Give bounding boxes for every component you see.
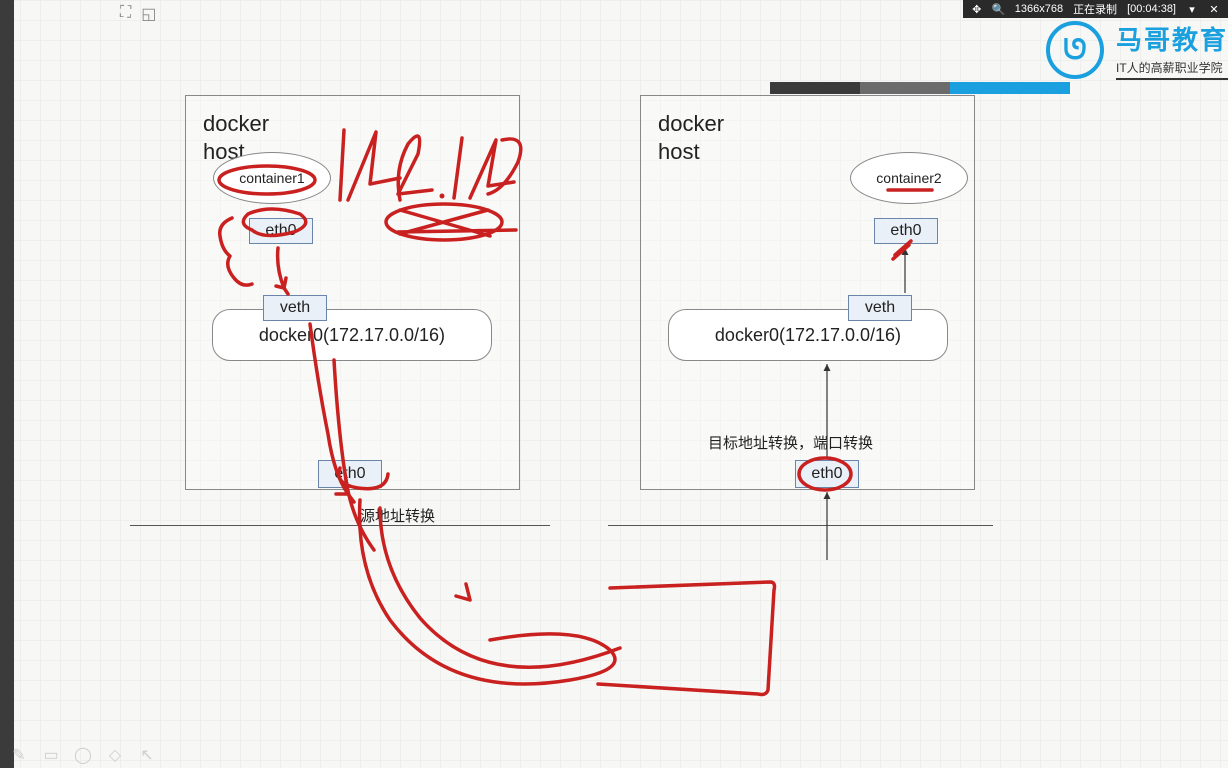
ground-line-right bbox=[608, 525, 993, 526]
host1-container-oval: container1 bbox=[213, 152, 331, 204]
diagram-canvas: docker host container1 eth0 docker0(172.… bbox=[0, 0, 1228, 768]
brand-subtitle: IT人的高薪职业学院 bbox=[1116, 59, 1228, 80]
host2-container-oval: container2 bbox=[850, 152, 968, 204]
brand-logo: ᘎ bbox=[1046, 21, 1104, 79]
host2-veth: veth bbox=[848, 295, 912, 321]
shape-tool-icon[interactable]: ▭ bbox=[42, 746, 60, 764]
host1-note: 源地址转换 bbox=[360, 505, 435, 526]
host1-label-line1: docker bbox=[203, 111, 269, 137]
move-icon[interactable]: ✥ bbox=[971, 3, 983, 15]
color-tabs bbox=[770, 82, 1070, 94]
recording-time: [00:04:38] bbox=[1127, 3, 1176, 15]
tab-dark[interactable] bbox=[770, 82, 860, 94]
host2-eth0-top: eth0 bbox=[874, 218, 938, 244]
host2-eth0-bottom: eth0 bbox=[795, 460, 859, 488]
host2-label-line2: host bbox=[658, 139, 700, 165]
ground-line-left bbox=[130, 525, 550, 526]
arrow-icon[interactable]: ◱ bbox=[141, 4, 156, 24]
brand-block: ᘎ 马哥教育 IT人的高薪职业学院 bbox=[1046, 20, 1228, 80]
host1-eth0-top: eth0 bbox=[249, 218, 313, 244]
lasso-tool-icon[interactable]: ◯ bbox=[74, 746, 92, 764]
brand-title: 马哥教育 bbox=[1116, 20, 1228, 57]
host1-eth0-bottom: eth0 bbox=[318, 460, 382, 488]
host2-note: 目标地址转换，端口转换 bbox=[708, 432, 873, 453]
host1-veth: veth bbox=[263, 295, 327, 321]
tab-gray[interactable] bbox=[860, 82, 950, 94]
tab-blue[interactable] bbox=[950, 82, 1070, 94]
resolution-label: 1366x768 bbox=[1015, 3, 1063, 15]
recording-label: 正在录制 bbox=[1073, 1, 1117, 17]
top-left-icons: ⛶ ◱ bbox=[120, 4, 156, 24]
container2-label: container2 bbox=[876, 170, 941, 186]
titlebar: ✥ 🔍 1366x768 正在录制 [00:04:38] ▾ ✕ bbox=[963, 0, 1228, 18]
eraser-tool-icon[interactable]: ◇ bbox=[106, 746, 124, 764]
container1-label: container1 bbox=[239, 170, 304, 186]
host2-label-line1: docker bbox=[658, 111, 724, 137]
search-icon[interactable]: 🔍 bbox=[993, 3, 1005, 15]
dropdown-icon[interactable]: ▾ bbox=[1186, 3, 1198, 15]
expand-icon[interactable]: ⛶ bbox=[120, 4, 131, 24]
close-icon[interactable]: ✕ bbox=[1208, 3, 1220, 15]
host1-docker0: docker0(172.17.0.0/16) bbox=[212, 309, 492, 361]
bottom-tools: ✎ ▭ ◯ ◇ ↖ bbox=[10, 746, 156, 764]
left-toolbar bbox=[0, 0, 14, 768]
pen-tool-icon[interactable]: ✎ bbox=[10, 746, 28, 764]
cursor-tool-icon[interactable]: ↖ bbox=[138, 746, 156, 764]
